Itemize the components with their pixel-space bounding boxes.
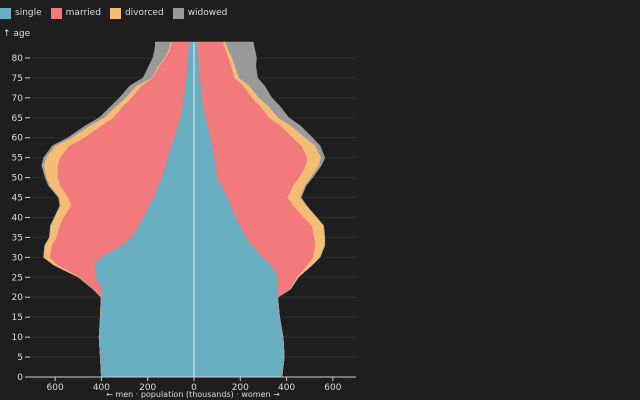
x-tick-label: 600 [47, 383, 64, 393]
x-tick-label: 200 [139, 383, 156, 393]
men-widowed-area [41, 41, 171, 378]
y-tick-label: 60 [12, 134, 24, 144]
x-axis-label: ← men · population (thousands) · women → [106, 390, 280, 399]
x-axis: 600 400 200 0 200 400 600 [30, 376, 356, 393]
y-tick-label: 20 [12, 293, 24, 303]
y-tick-label: 55 [12, 154, 23, 164]
y-tick-label: 65 [12, 114, 23, 124]
legend-label-divorced: divorced [124, 8, 164, 18]
women-widowed-area [225, 41, 326, 378]
legend-swatch-widowed [172, 7, 184, 19]
y-tick-label: 25 [12, 273, 23, 283]
legend-label-married: married [65, 8, 101, 18]
y-tick-label: 5 [17, 353, 23, 363]
y-tick-label: 30 [12, 253, 24, 263]
y-tick-label: 15 [12, 313, 23, 323]
legend-swatch-single [0, 7, 11, 19]
y-axis: 0 5 10 15 20 25 30 35 40 45 50 55 60 65 70 75 80 [12, 54, 30, 383]
y-tick-label: 10 [12, 333, 24, 343]
legend-label-single: single [15, 8, 42, 18]
y-tick-label: 70 [12, 94, 24, 104]
legend-item-divorced: divorced [109, 7, 164, 19]
x-tick-label: 400 [93, 383, 110, 393]
y-tick-label: 0 [17, 373, 23, 383]
y-tick-label: 45 [12, 194, 23, 204]
y-tick-label: 80 [12, 54, 24, 64]
legend-swatch-divorced [109, 7, 121, 19]
x-tick-label: 200 [232, 383, 249, 393]
legend-item-married: married [50, 7, 101, 19]
legend-label-widowed: widowed [187, 8, 228, 18]
legend: single married divorced widowed [0, 6, 236, 20]
legend-swatch-married [50, 7, 62, 19]
y-tick-label: 50 [12, 174, 24, 184]
stacked-areas [41, 41, 326, 378]
y-tick-label: 75 [12, 74, 23, 84]
x-tick-label: 600 [324, 383, 341, 393]
x-tick-label: 400 [278, 383, 295, 393]
y-axis-label: ↑ age [3, 29, 31, 39]
y-tick-label: 40 [12, 213, 24, 223]
legend-item-widowed: widowed [172, 7, 228, 19]
x-tick-label: 0 [191, 383, 197, 393]
legend-item-single: single [0, 7, 42, 19]
y-tick-label: 35 [12, 233, 23, 243]
